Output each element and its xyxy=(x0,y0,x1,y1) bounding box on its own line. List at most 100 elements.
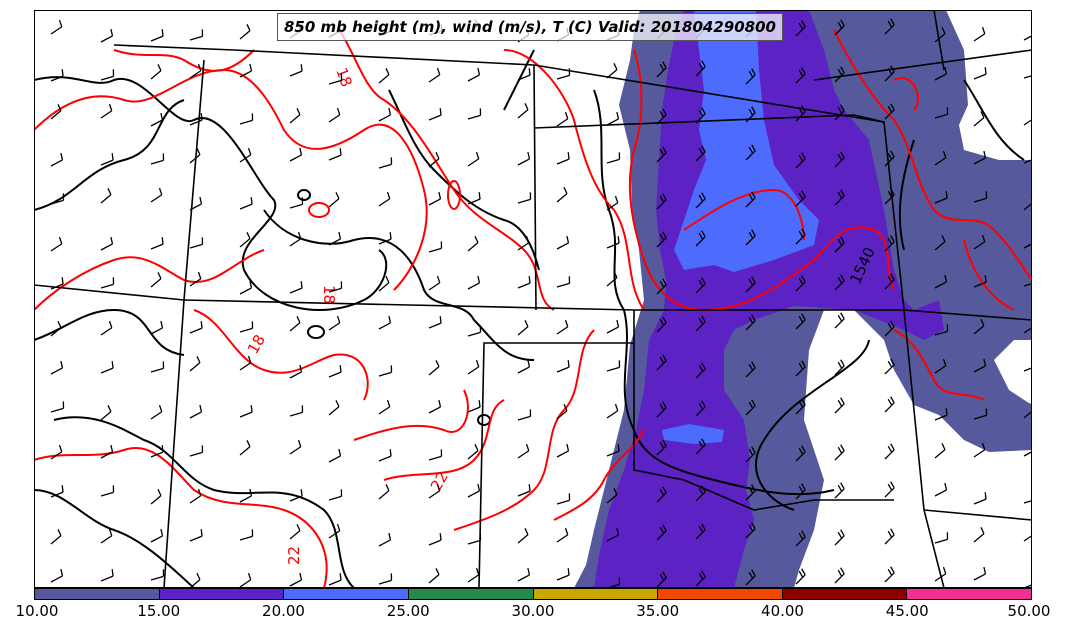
wind-barb-icon xyxy=(884,65,895,82)
wind-barb-icon xyxy=(467,359,480,375)
wind-barb-icon xyxy=(289,316,301,332)
wind-barb-icon xyxy=(606,195,619,211)
wind-barb-icon xyxy=(973,566,987,581)
wind-barb-icon xyxy=(150,569,165,581)
wind-barb-icon xyxy=(150,404,163,420)
wind-barb-icon xyxy=(695,570,706,587)
wind-barb-icon xyxy=(189,404,203,419)
wind-barb-icon xyxy=(934,66,948,81)
wind-barb-icon xyxy=(745,446,756,463)
wind-barb-icon xyxy=(467,275,481,290)
wind-barb-icon xyxy=(289,439,302,455)
wind-barb-icon xyxy=(328,73,343,85)
colorbar-segment xyxy=(657,589,782,599)
wind-barb-icon xyxy=(150,445,164,458)
wind-speed-shading-20-25-south xyxy=(662,424,724,444)
wind-barb-icon xyxy=(1023,527,1032,542)
wind-barb-icon xyxy=(834,236,845,253)
wind-barb-icon xyxy=(100,320,113,336)
wind-barb-icon xyxy=(884,235,895,252)
wind-barb-icon xyxy=(934,358,947,374)
wind-barb-icon xyxy=(745,276,756,293)
colorbar-tick-label: 30.00 xyxy=(511,602,555,620)
wind-barb-icon xyxy=(150,489,162,505)
wind-barb-icon xyxy=(795,360,806,377)
wind-barb-icon xyxy=(189,63,202,79)
colorbar-segment xyxy=(906,589,1031,599)
wind-barb-icon xyxy=(150,29,164,42)
wind-barb-icon xyxy=(1023,283,1032,287)
wind-barb-icon xyxy=(656,571,667,588)
wind-barb-icon xyxy=(100,28,114,43)
wind-barb-icon xyxy=(695,60,706,77)
wind-barb-icon xyxy=(289,231,302,247)
wind-barb-icon xyxy=(556,276,571,288)
wind-barb-icon xyxy=(834,19,845,36)
wind-barb-icon xyxy=(1023,111,1032,126)
wind-barb-icon xyxy=(189,29,204,41)
wind-speed-shading-15-20 xyxy=(594,10,944,588)
wind-barb-icon xyxy=(428,360,440,376)
wind-barb-icon xyxy=(239,232,251,248)
wind-barb-icon xyxy=(656,61,667,78)
wind-speed-shading-20-25 xyxy=(674,10,819,272)
wind-barb-icon xyxy=(884,320,895,337)
wind-barb-icon xyxy=(656,278,667,295)
wind-barb-icon xyxy=(556,319,569,335)
wind-barb-icon xyxy=(517,192,532,204)
wind-barb-icon xyxy=(973,111,985,127)
wind-barb-icon xyxy=(834,312,845,329)
wind-barb-icon xyxy=(289,64,303,77)
colorbar-segment xyxy=(35,589,159,599)
wind-barb-icon xyxy=(695,145,706,162)
wind-barb-icon xyxy=(50,360,64,375)
wind-barb-icon xyxy=(606,488,618,504)
wind-barb-icon xyxy=(378,399,391,415)
wind-barb-icon xyxy=(884,103,895,120)
wind-barb-icon xyxy=(517,443,530,459)
wind-barb-icon xyxy=(745,361,756,378)
wind-barb-icon xyxy=(189,573,201,588)
wind-barb-icon xyxy=(973,234,986,250)
wind-barb-icon xyxy=(795,105,806,122)
wind-barb-icon xyxy=(934,150,947,166)
wind-barb-icon xyxy=(884,18,895,35)
wind-barb-icon xyxy=(467,108,482,120)
wind-barb-icon xyxy=(884,528,895,545)
wind-barb-icon xyxy=(656,193,667,210)
wind-barb-icon xyxy=(100,153,114,166)
wind-barb-icon xyxy=(973,408,988,420)
map-panel: 1540 18 18 18 22 22 xyxy=(34,10,1032,588)
wind-barb-icon xyxy=(517,235,530,251)
wind-barb-icon xyxy=(150,528,164,543)
wind-barb-icon xyxy=(289,147,303,162)
wind-barb-icon xyxy=(428,568,440,584)
wind-barb-icon xyxy=(428,152,440,168)
wind-barb-icon xyxy=(745,106,756,123)
wind-barb-icon xyxy=(50,69,64,82)
wind-barb-icon xyxy=(656,486,667,503)
wind-barb-icon xyxy=(656,439,667,456)
wind-barb-icon xyxy=(289,572,303,587)
wind-barb-icon xyxy=(328,315,341,331)
wind-barb-icon xyxy=(884,188,895,205)
wind-barb-icon xyxy=(1023,367,1032,372)
wind-barb-icon xyxy=(834,444,845,461)
wind-barb-icon xyxy=(656,524,667,541)
plot-title: 850 mb height (m), wind (m/s), T (C) Val… xyxy=(277,13,783,41)
wind-barb-icon xyxy=(289,489,303,502)
wind-barb-icon xyxy=(606,527,620,542)
wind-barb-icon xyxy=(100,444,114,459)
wind-barb-icon xyxy=(795,445,806,462)
wind-barb-icon xyxy=(189,321,203,334)
wind-barb-icon xyxy=(656,401,667,418)
wind-barb-icon xyxy=(50,401,65,413)
wind-barb-icon xyxy=(606,63,618,79)
wind-barb-icon xyxy=(50,104,62,120)
wind-barb-icon xyxy=(189,356,201,372)
wind-barb-icon xyxy=(100,69,115,81)
wind-barb-icon xyxy=(884,443,895,460)
wind-barb-icon xyxy=(239,280,253,295)
wind-barb-icon xyxy=(1023,35,1032,41)
wind-barb-icon xyxy=(834,189,845,206)
